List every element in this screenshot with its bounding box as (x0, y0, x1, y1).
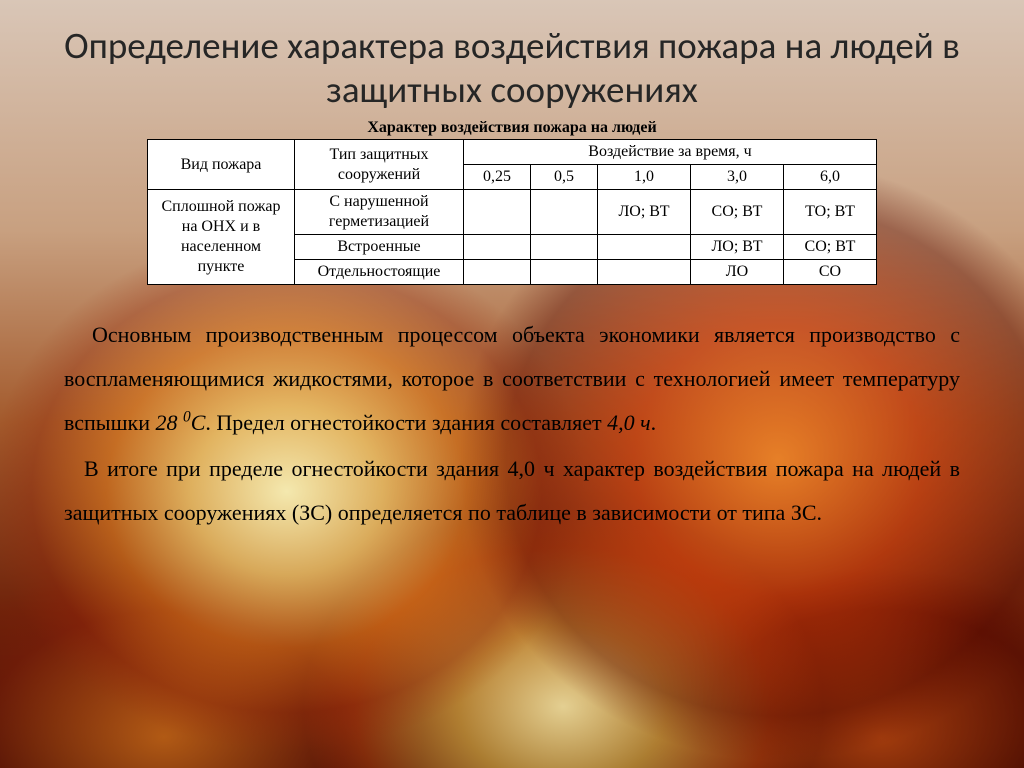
body-text: Основным производственным процессом объе… (0, 285, 1024, 535)
table-caption: Характер воздействия пожара на людей (0, 119, 1024, 137)
th-exposure: Воздействие за время, ч (464, 140, 877, 165)
cell-structure: Отдельностоящие (295, 260, 464, 285)
cell: ТО; ВТ (784, 190, 877, 235)
cell-structure: С нарушенной герметизацией (295, 190, 464, 235)
cell (531, 235, 598, 260)
th-time-2: 1,0 (598, 165, 691, 190)
table-row: Сплошной пожар на ОНХ и в населенном пун… (148, 190, 877, 235)
table-wrapper: Вид пожара Тип защитных сооружений Возде… (0, 139, 1024, 285)
paragraph-1: Основным производственным процессом объе… (64, 313, 960, 445)
cell: ЛО (691, 260, 784, 285)
slide: Определение характера воздействия пожара… (0, 0, 1024, 768)
cell (464, 235, 531, 260)
th-time-0: 0,25 (464, 165, 531, 190)
th-time-3: 3,0 (691, 165, 784, 190)
th-structure-type: Тип защитных сооружений (295, 140, 464, 190)
cell: СО; ВТ (691, 190, 784, 235)
cell: СО (784, 260, 877, 285)
cell: ЛО; ВТ (691, 235, 784, 260)
slide-title: Определение характера воздействия пожара… (0, 0, 1024, 117)
p1-temp-unit: С (191, 410, 206, 435)
th-time-4: 6,0 (784, 165, 877, 190)
p1-limit: 4,0 ч (607, 410, 651, 435)
cell (598, 260, 691, 285)
cell: СО; ВТ (784, 235, 877, 260)
cell (464, 190, 531, 235)
p1-temp-num: 28 (155, 410, 183, 435)
th-fire-type: Вид пожара (148, 140, 295, 190)
cell-fire-type: Сплошной пожар на ОНХ и в населенном пун… (148, 190, 295, 285)
cell-structure: Встроенные (295, 235, 464, 260)
cell (598, 235, 691, 260)
p1-temp: 28 0С (155, 410, 205, 435)
p1-end: . (651, 410, 657, 435)
table-header-row-1: Вид пожара Тип защитных сооружений Возде… (148, 140, 877, 165)
p1-text-b: . Предел огнестойкости здания составляет (205, 410, 607, 435)
cell (531, 190, 598, 235)
cell (464, 260, 531, 285)
impact-table: Вид пожара Тип защитных сооружений Возде… (147, 139, 877, 285)
cell (531, 260, 598, 285)
th-time-1: 0,5 (531, 165, 598, 190)
cell: ЛО; ВТ (598, 190, 691, 235)
paragraph-2: В итоге при пределе огнестойкости здания… (64, 447, 960, 535)
p1-temp-sup: 0 (183, 409, 191, 426)
